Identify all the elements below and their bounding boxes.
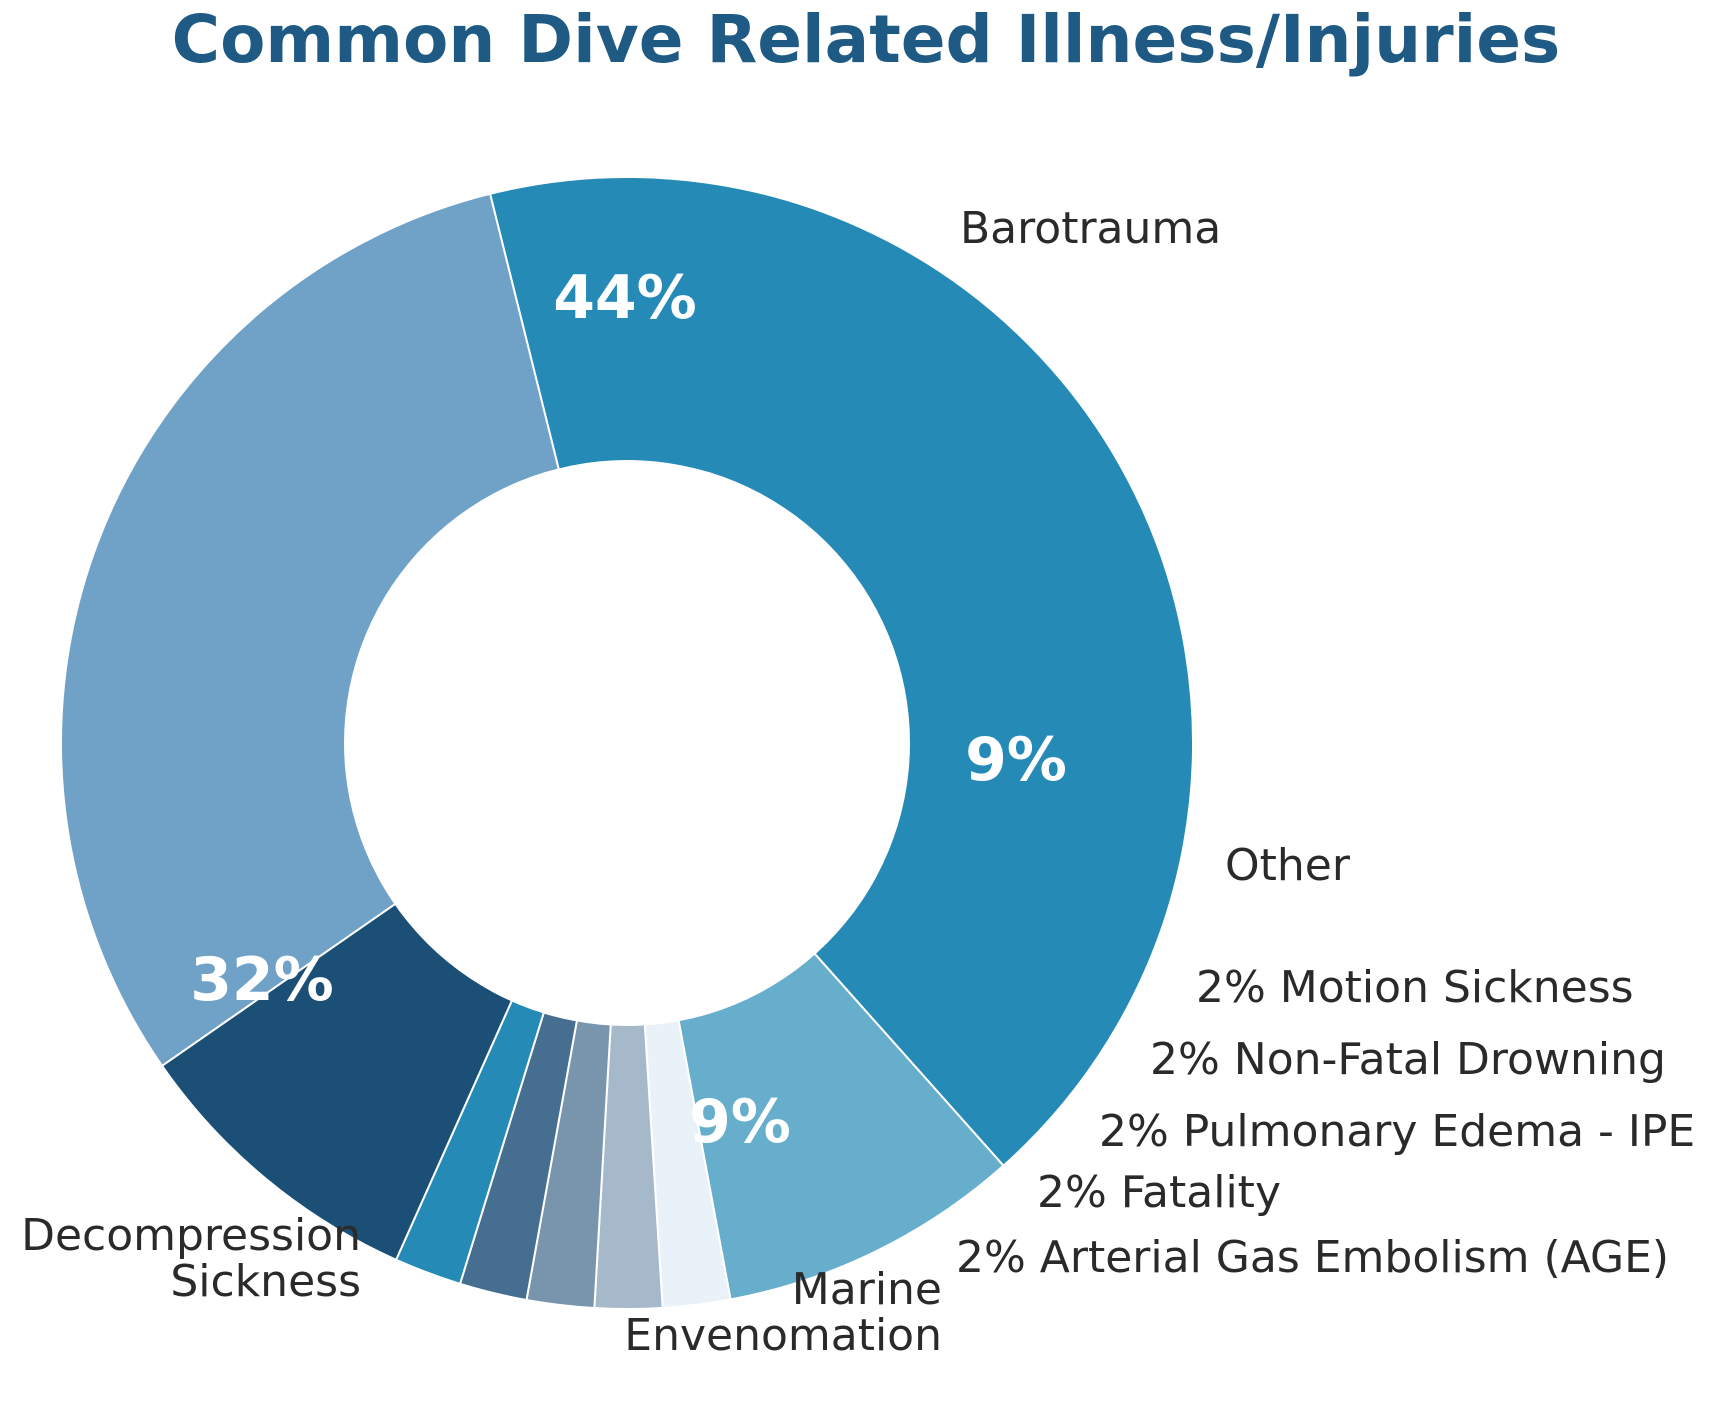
category-label-non-fatal-drowning: 2% Non-Fatal Drowning bbox=[1150, 1034, 1666, 1085]
donut-hole bbox=[344, 460, 910, 1026]
category-label-pulmonary-edema: 2% Pulmonary Edema - IPE bbox=[1099, 1106, 1695, 1157]
category-label-marine-envenomation: Envenomation bbox=[624, 1310, 942, 1361]
category-label-age: 2% Arterial Gas Embolism (AGE) bbox=[956, 1232, 1669, 1283]
chart-title: Common Dive Related Illness/Injuries bbox=[171, 1, 1561, 78]
category-label-fatality: 2% Fatality bbox=[1037, 1167, 1281, 1218]
pct-label-other: 9% bbox=[965, 725, 1067, 795]
pct-label-decompression-sickness: 32% bbox=[190, 945, 334, 1015]
pct-label-barotrauma: 44% bbox=[553, 263, 697, 333]
category-label-decompression-sickness: Decompression bbox=[21, 1210, 361, 1261]
category-label-marine-envenomation: Marine bbox=[792, 1264, 942, 1315]
category-label-decompression-sickness: Sickness bbox=[170, 1256, 361, 1307]
category-label-motion-sickness: 2% Motion Sickness bbox=[1196, 962, 1634, 1013]
pct-label-marine-envenomation: 9% bbox=[689, 1087, 791, 1157]
slice-decompression-sickness bbox=[60, 192, 629, 1068]
category-label-other: Other bbox=[1225, 840, 1351, 891]
category-label-barotrauma: Barotrauma bbox=[960, 203, 1221, 254]
